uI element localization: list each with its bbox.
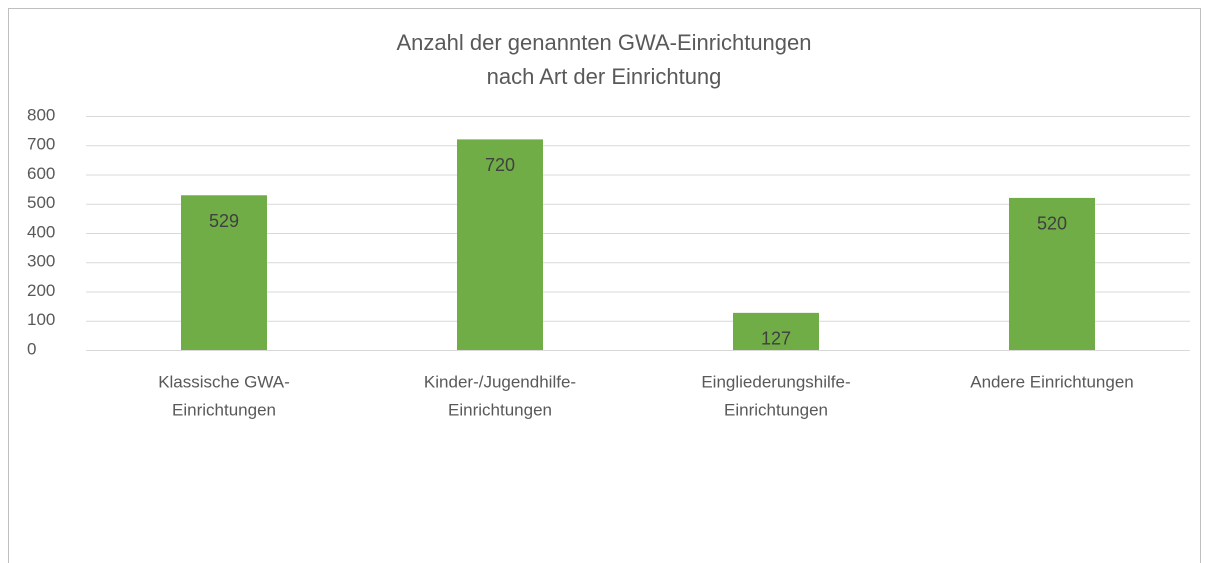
y-tick-label: 700 — [27, 135, 55, 154]
data-label: 529 — [209, 211, 239, 231]
y-tick-label: 500 — [27, 193, 55, 212]
x-tick-label: Kinder-/Jugendhilfe- — [424, 372, 576, 391]
bar — [733, 312, 819, 350]
x-tick-label: Andere Einrichtungen — [970, 372, 1134, 391]
y-tick-label: 200 — [27, 281, 55, 300]
x-tick-label: Einrichtungen — [172, 400, 276, 419]
x-tick-label: Klassische GWA- — [158, 372, 290, 391]
y-tick-label: 400 — [27, 222, 55, 241]
y-tick-label: 300 — [27, 252, 55, 271]
data-label: 127 — [761, 329, 791, 349]
data-label: 720 — [485, 155, 515, 175]
bar — [457, 139, 543, 350]
y-tick-label: 100 — [27, 310, 55, 329]
x-tick-label: Einrichtungen — [724, 400, 828, 419]
chart-frame — [8, 8, 1201, 563]
bar — [1009, 197, 1095, 350]
y-tick-label: 0 — [27, 339, 36, 358]
chart-title: Anzahl der genannten GWA-Einrichtungen — [397, 30, 812, 55]
bar — [181, 195, 267, 350]
chart-title: nach Art der Einrichtung — [487, 64, 722, 89]
x-tick-label: Eingliederungshilfe- — [701, 372, 850, 391]
y-tick-label: 800 — [27, 105, 55, 124]
x-tick-label: Einrichtungen — [448, 400, 552, 419]
y-tick-label: 600 — [27, 164, 55, 183]
data-label: 520 — [1037, 214, 1067, 234]
